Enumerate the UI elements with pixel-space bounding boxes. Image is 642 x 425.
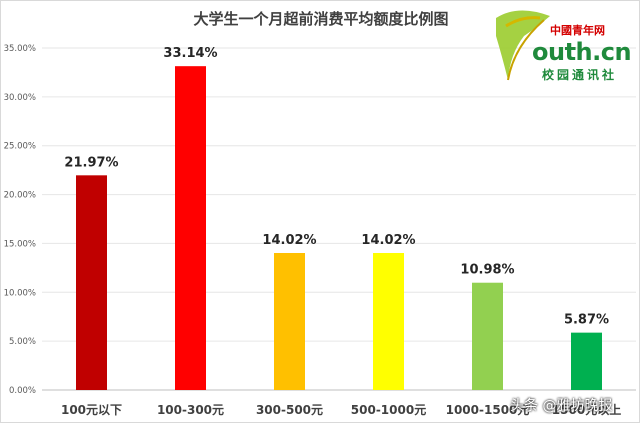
data-label: 21.97% — [64, 155, 118, 170]
data-label: 14.02% — [361, 233, 415, 248]
y-tick-label: 25.00% — [4, 142, 36, 152]
chart-title: 大学生一个月超前消费平均额度比例图 — [193, 10, 449, 28]
category-label: 300-500元 — [256, 403, 323, 417]
category-labels: 100元以下 100-300元 300-500元 500-1000元 1000-1500… — [61, 402, 621, 417]
category-label: 1500元以上 — [552, 402, 621, 417]
watermark: 头条 @雅坊晚报 — [510, 398, 613, 414]
bar — [175, 66, 206, 390]
bar — [373, 253, 404, 390]
bar — [76, 175, 107, 390]
data-label: 33.14% — [163, 46, 217, 61]
y-tick-label: 10.00% — [4, 288, 36, 298]
youth-cn-logo: 中國青年网 outh.cn 校园通讯社 — [488, 6, 638, 86]
logo-subtitle: 校园通讯社 — [542, 68, 618, 82]
y-axis-ticks: 0.00% 5.00% 10.00% 15.00% 20.00% 25.00% 30.00%… — [4, 44, 36, 396]
bars — [76, 66, 602, 390]
y-tick-label: 15.00% — [4, 239, 36, 249]
data-labels: 21.97% 33.14% 14.02% 14.02% 10.98% 5.87% — [64, 46, 609, 327]
gridlines — [42, 47, 636, 391]
bar — [274, 253, 305, 390]
bar — [571, 332, 602, 390]
y-tick-label: 35.00% — [4, 44, 36, 54]
ginkgo-leaf-icon — [496, 10, 550, 81]
data-label: 5.87% — [564, 313, 609, 328]
data-label: 14.02% — [262, 233, 316, 248]
category-label: 100元以下 — [61, 403, 122, 417]
y-tick-label: 5.00% — [9, 337, 36, 347]
data-label: 10.98% — [460, 263, 514, 278]
bar — [472, 282, 503, 390]
category-label: 500-1000元 — [351, 403, 426, 417]
logo-site-name: outh.cn — [532, 38, 632, 66]
category-label: 100-300元 — [157, 403, 224, 417]
category-label: 1000-1500元 — [446, 403, 530, 417]
y-tick-label: 20.00% — [4, 191, 36, 201]
y-tick-label: 0.00% — [9, 386, 36, 396]
logo-chinese-name: 中國青年网 — [550, 24, 605, 37]
y-tick-label: 30.00% — [4, 93, 36, 103]
